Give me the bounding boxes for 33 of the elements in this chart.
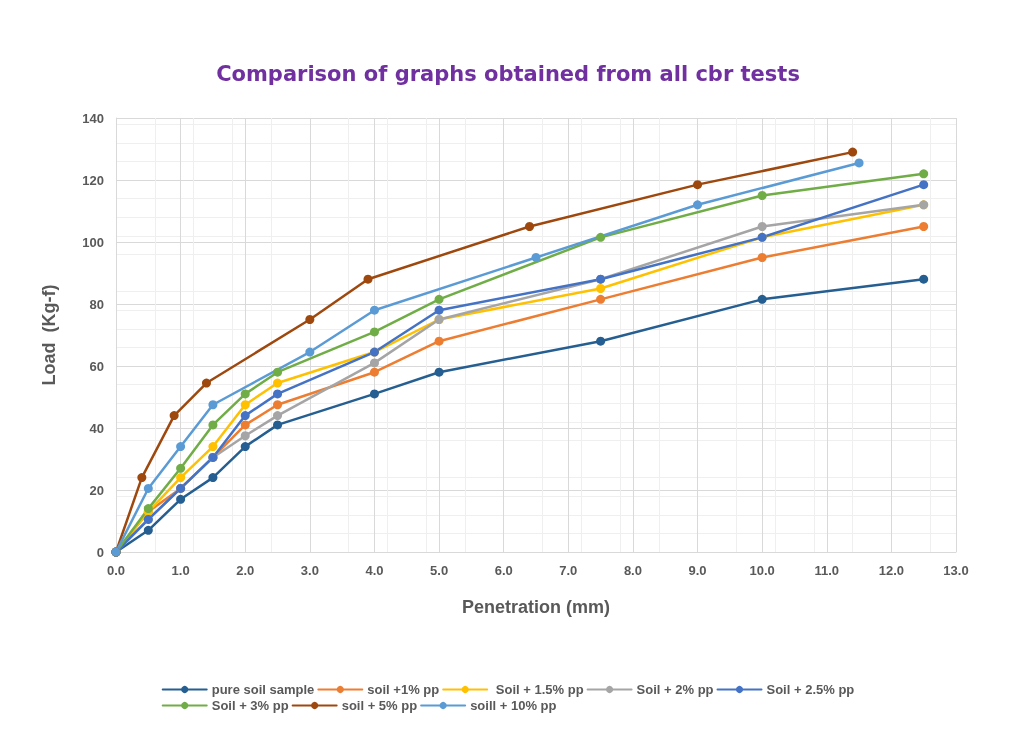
chart-title: Comparison of graphs obtained from all cbr tests (216, 61, 800, 86)
y-tick-label: 0 (96, 544, 104, 560)
y-tick-label: 140 (82, 110, 104, 126)
y-tick-label: 60 (89, 358, 104, 374)
y-axis-title: Load (Kg-f) (39, 284, 59, 386)
legend-label: Soil + 2% pp (636, 682, 714, 697)
y-tick-label: 100 (82, 234, 104, 250)
x-tick-label: 1.0 (171, 563, 190, 578)
legend-label: pure soil sample (211, 682, 315, 697)
legend-label: soil + 5% pp (341, 698, 418, 713)
legend-label: Soil + 3% pp (211, 698, 289, 713)
x-tick-label: 2.0 (236, 563, 255, 578)
y-tick-label: 40 (89, 420, 104, 436)
x-tick-label: 0.0 (106, 563, 126, 578)
x-tick-label: 9.0 (688, 563, 707, 578)
y-tick-label: 80 (89, 296, 104, 312)
x-tick-label: 3.0 (300, 563, 319, 578)
x-tick-label: 7.0 (559, 563, 578, 578)
legend-label: soil +1% pp (367, 682, 440, 697)
legend-label: Soil + 2.5% pp (766, 682, 855, 697)
x-tick-label: 4.0 (365, 563, 384, 578)
legend-label: soill + 10% pp (470, 698, 557, 713)
x-tick-label: 12.0 (878, 563, 905, 578)
x-tick-label: 6.0 (494, 563, 513, 578)
y-tick-label: 20 (89, 482, 104, 498)
x-tick-label: 5.0 (430, 563, 449, 578)
y-tick-label: 120 (82, 172, 104, 188)
x-tick-label: 11.0 (814, 563, 840, 578)
x-tick-label: 8.0 (623, 563, 642, 578)
x-axis-title: Penetration (mm) (461, 597, 611, 617)
x-tick-label: 13.0 (943, 563, 969, 578)
legend-label: Soil + 1.5% pp (492, 682, 584, 697)
x-tick-label: 10.0 (749, 563, 775, 578)
